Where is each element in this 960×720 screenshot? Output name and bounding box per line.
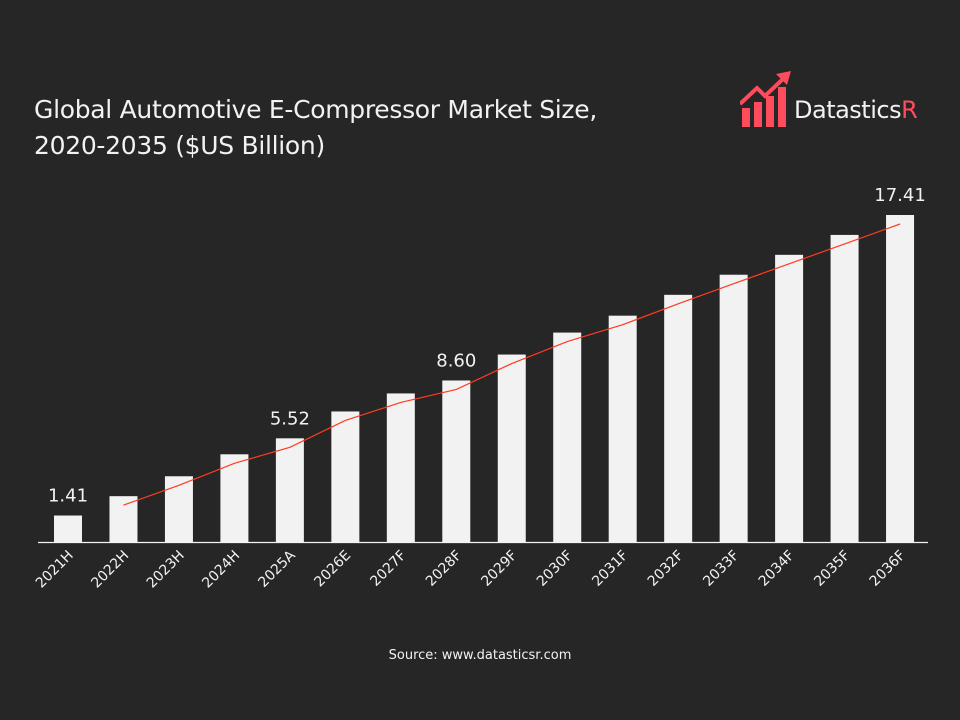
- x-tick-label: 2031F: [589, 548, 631, 590]
- datasticsr-logo: DatasticsR: [738, 70, 930, 130]
- bar-2033F: [719, 274, 748, 542]
- source-note: Source: www.datasticsr.com: [388, 648, 572, 663]
- chart-title: Global Automotive E-Compressor Market Si…: [34, 92, 674, 164]
- x-tick-label: 2022H: [88, 548, 132, 592]
- bar-2031F: [608, 315, 637, 542]
- bar-2024H: [220, 454, 249, 542]
- x-tick-label: 2029F: [478, 548, 520, 590]
- bar-2021H: [54, 515, 82, 542]
- chart-title-line2: 2020-2035 ($US Billion): [34, 131, 325, 160]
- bar-2028F: [442, 380, 471, 542]
- x-tick-label: 2023H: [144, 548, 188, 592]
- x-tick-label: 2027F: [367, 548, 409, 590]
- bar-2036F: [886, 215, 915, 542]
- chart-title-line1: Global Automotive E-Compressor Market Si…: [34, 95, 597, 124]
- bar-2035F: [830, 234, 859, 542]
- logo-text-main: Datastics: [794, 96, 902, 124]
- data-label: 1.41: [48, 486, 88, 507]
- logo-text: DatasticsR: [794, 96, 918, 124]
- bar-2022H: [109, 496, 138, 542]
- bar-2030F: [553, 332, 582, 542]
- data-label: 17.41: [874, 185, 926, 206]
- x-tick-label: 2028F: [423, 548, 465, 590]
- bar-2029F: [497, 354, 526, 542]
- x-tick-label: 2032F: [645, 548, 687, 590]
- bar-2026E: [331, 411, 360, 542]
- x-tick-label: 2025A: [255, 547, 299, 591]
- x-tick-label: 2034F: [756, 548, 798, 590]
- bar-2034F: [775, 254, 804, 543]
- bar-2032F: [664, 294, 693, 542]
- data-label: 8.60: [436, 350, 476, 371]
- bar-2023H: [164, 476, 193, 542]
- trend-line: [123, 223, 901, 506]
- x-tick-label: 2030F: [534, 548, 576, 590]
- x-tick-label: 2033F: [700, 548, 742, 590]
- x-tick-label: 2035F: [811, 548, 853, 590]
- bar-2027F: [386, 393, 415, 542]
- data-label: 5.52: [270, 408, 310, 429]
- logo-chart-icon: [738, 71, 791, 127]
- x-tick-label: 2021H: [33, 548, 77, 592]
- x-tick-label: 2026E: [311, 548, 354, 591]
- logo-text-accent: R: [901, 96, 918, 124]
- x-tick-label: 2036F: [867, 548, 909, 590]
- x-tick-label: 2024H: [199, 548, 243, 592]
- bar-2025A: [275, 438, 304, 542]
